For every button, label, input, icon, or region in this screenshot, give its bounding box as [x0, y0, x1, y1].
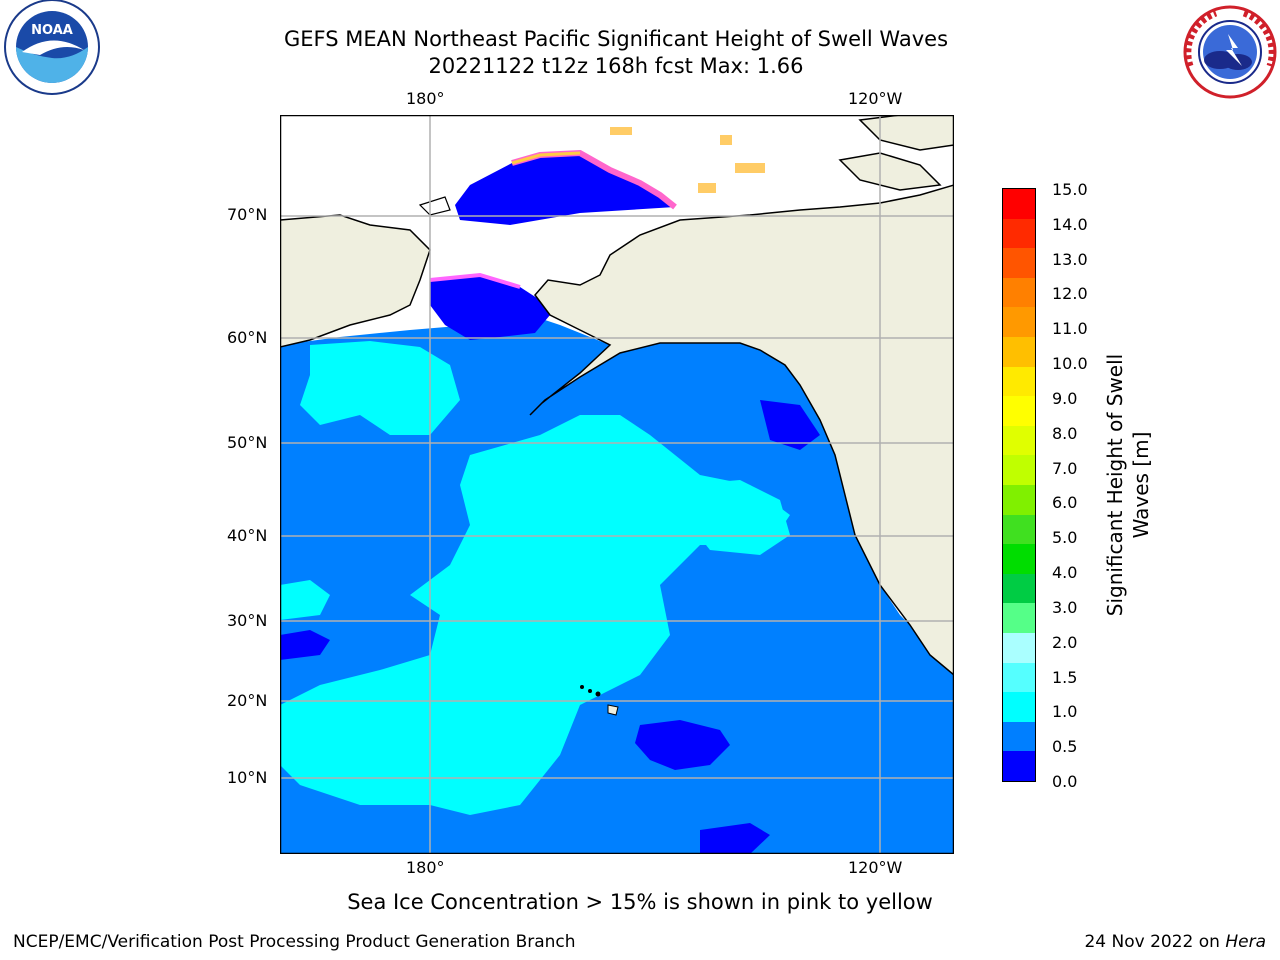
colorbar-tick-label: 13.0	[1052, 249, 1088, 269]
lon-label-bottom-180: 180°	[406, 858, 445, 877]
colorbar-segment	[1003, 751, 1035, 781]
noaa-logo: NOAA	[4, 0, 100, 95]
lat-label-40n: 40°N	[227, 526, 268, 545]
colorbar-tick-label: 6.0	[1052, 493, 1078, 513]
lat-label-60n: 60°N	[227, 328, 268, 347]
colorbar-segment	[1003, 366, 1035, 397]
bering-water	[430, 275, 550, 340]
footer-right: 24 Nov 2022 on Hera	[1084, 932, 1266, 952]
colorbar-segment	[1003, 455, 1035, 485]
colorbar-segment	[1003, 603, 1035, 633]
colorbar-label-line2: Waves [m]	[1129, 431, 1153, 539]
swell-height-map	[280, 115, 954, 854]
lat-label-50n: 50°N	[227, 433, 268, 452]
colorbar-segment	[1003, 721, 1035, 752]
lon-label-top-180: 180°	[406, 89, 445, 108]
colorbar-tick-label: 10.0	[1052, 354, 1088, 374]
colorbar-tick-label: 5.0	[1052, 528, 1078, 548]
colorbar-segment	[1003, 573, 1035, 604]
colorbar-segment	[1003, 218, 1035, 249]
colorbar-segment	[1003, 248, 1035, 278]
colorbar-segment	[1003, 189, 1035, 219]
footer-host: Hera	[1225, 932, 1266, 952]
colorbar-segment	[1003, 307, 1035, 337]
colorbar-tick-label: 0.0	[1052, 772, 1078, 791]
lat-label-30n: 30°N	[227, 611, 268, 630]
colorbar-tick-label: 0.5	[1052, 737, 1078, 757]
colorbar-segment	[1003, 544, 1035, 574]
low-swell-patch-hawaii-south	[635, 720, 730, 770]
arctic-water	[455, 153, 675, 225]
colorbar-tick-label: 1.5	[1052, 667, 1078, 687]
footer-date: 24 Nov 2022 on	[1084, 932, 1226, 952]
title-line-1: GEFS MEAN Northeast Pacific Significant …	[283, 27, 949, 51]
lon-label-bottom-120w: 120°W	[848, 858, 903, 877]
colorbar-ticks: 15.0 14.0 13.0 12.0 11.0 10.0 9.0 8.0 7.0 6.0 5.0 4…	[1052, 180, 1112, 792]
colorbar-tick-label: 1.0	[1052, 702, 1078, 722]
colorbar-tick-label: 9.0	[1052, 388, 1078, 408]
colorbar-tick-label: 4.0	[1052, 563, 1078, 583]
colorbar-tick-label: 11.0	[1052, 319, 1088, 339]
colorbar	[1002, 188, 1036, 782]
colorbar-tick-label: 2.0	[1052, 632, 1078, 652]
lat-label-20n: 20°N	[227, 691, 268, 710]
colorbar-tick-label: 8.0	[1052, 423, 1078, 443]
colorbar-segment	[1003, 662, 1035, 693]
lat-label-10n: 10°N	[227, 768, 268, 787]
colorbar-tick-label: 3.0	[1052, 597, 1078, 617]
colorbar-segment	[1003, 277, 1035, 308]
land-alaska-canada	[529, 184, 954, 676]
colorbar-segment	[1003, 692, 1035, 722]
lat-label-70n: 70°N	[227, 205, 268, 224]
land-siberia	[280, 214, 431, 348]
lon-label-top-120w: 120°W	[848, 89, 903, 108]
colorbar-tick-label: 12.0	[1052, 284, 1088, 304]
colorbar-tick-label: 14.0	[1052, 214, 1088, 234]
nws-logo	[1183, 5, 1277, 99]
svg-text:NOAA: NOAA	[31, 23, 73, 38]
colorbar-segment	[1003, 336, 1035, 367]
colorbar-tick-label: 7.0	[1052, 458, 1078, 478]
colorbar-segment	[1003, 514, 1035, 545]
ice-note: Sea Ice Concentration > 15% is shown in …	[347, 890, 933, 914]
cyan-region-central	[280, 415, 790, 815]
colorbar-segment	[1003, 632, 1035, 663]
title-line-2: 20221122 t12z 168h fcst Max: 1.66	[428, 54, 804, 78]
colorbar-label-line1: Significant Height of Swell	[1103, 353, 1127, 617]
colorbar-segment	[1003, 484, 1035, 515]
colorbar-segment	[1003, 425, 1035, 456]
cyan-region-north	[300, 341, 460, 435]
footer-left: NCEP/EMC/Verification Post Processing Pr…	[13, 932, 576, 952]
colorbar-segment	[1003, 396, 1035, 426]
colorbar-tick-label: 15.0	[1052, 180, 1088, 199]
